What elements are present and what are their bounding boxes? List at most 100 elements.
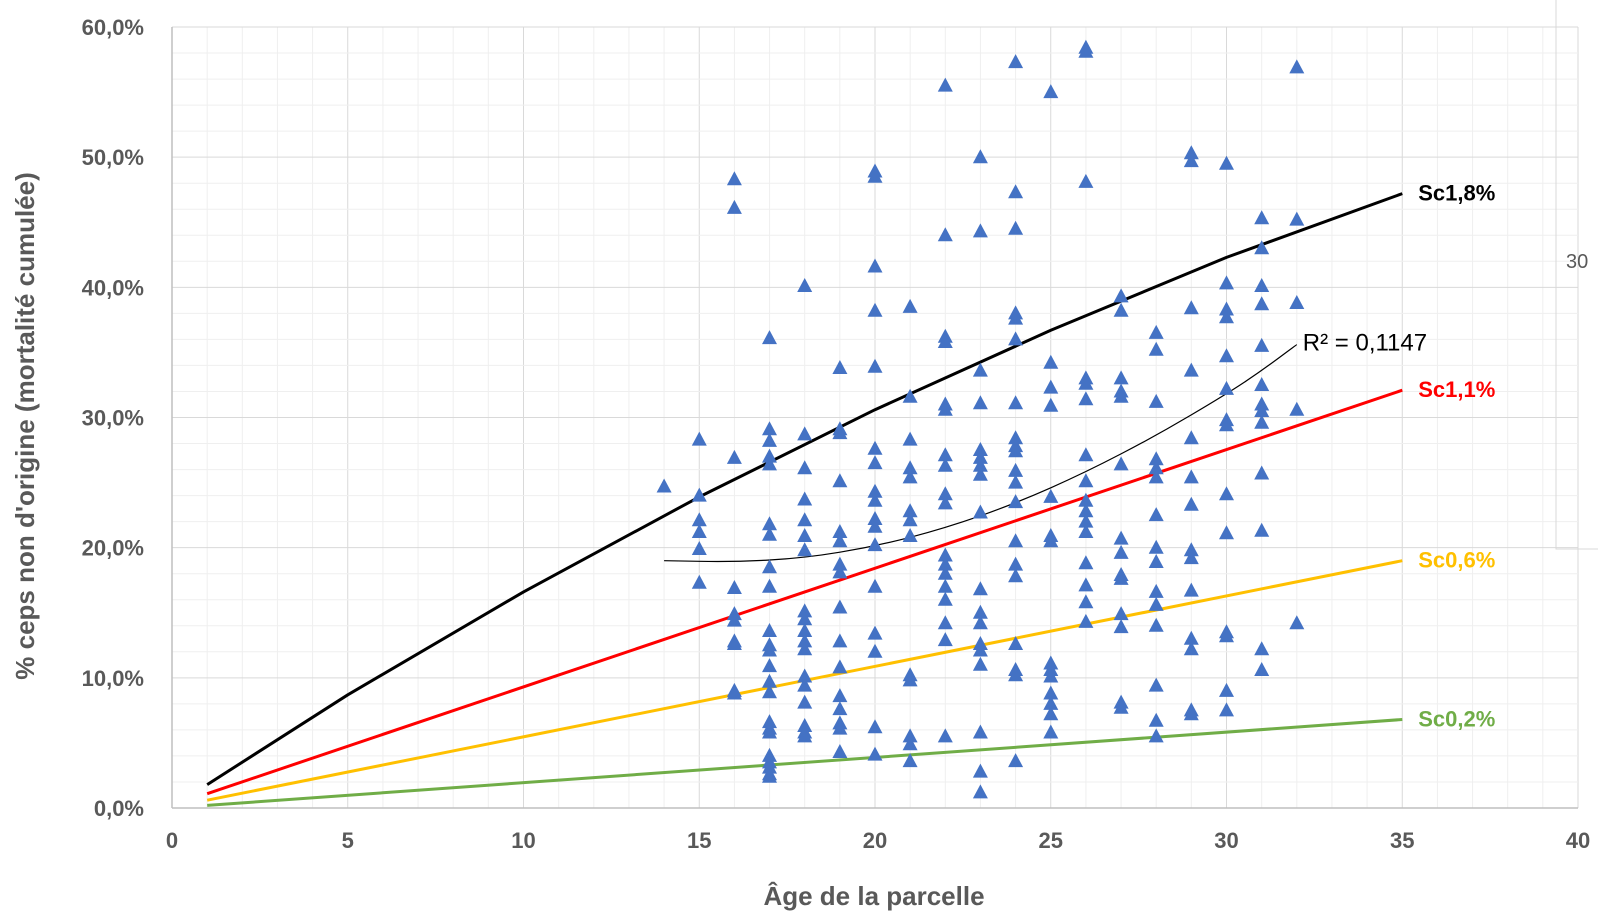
data-point — [1183, 641, 1199, 656]
data-point — [656, 478, 672, 493]
data-point — [832, 360, 848, 374]
data-point — [1008, 494, 1024, 509]
data-point — [972, 149, 988, 164]
x-tick-label: 10 — [511, 828, 535, 853]
data-point — [1148, 451, 1164, 466]
data-point — [1008, 395, 1024, 410]
data-point — [972, 604, 988, 619]
data-point — [797, 491, 813, 506]
data-point — [797, 528, 813, 542]
series-line-3 — [207, 718, 1403, 807]
data-point — [867, 440, 883, 455]
data-point — [1254, 337, 1270, 352]
data-point — [1289, 401, 1305, 416]
data-point — [1148, 554, 1164, 568]
data-point — [1183, 430, 1199, 445]
data-point — [1043, 379, 1059, 394]
data-point — [797, 542, 813, 557]
data-point — [867, 578, 883, 593]
data-point — [1254, 296, 1270, 311]
data-point — [937, 227, 953, 242]
data-point — [762, 658, 777, 673]
data-point — [972, 395, 988, 410]
data-point — [1183, 496, 1199, 511]
data-point — [867, 302, 883, 317]
data-point — [1043, 706, 1059, 721]
data-point — [1183, 362, 1199, 377]
data-point — [1254, 240, 1270, 255]
data-point — [937, 578, 953, 593]
data-point — [1148, 728, 1164, 743]
data-point — [1008, 310, 1024, 325]
data-point — [972, 656, 988, 671]
y-tick-label: 20,0% — [82, 536, 144, 561]
data-point — [1219, 628, 1234, 643]
data-point — [1043, 533, 1059, 548]
data-point — [1043, 668, 1059, 683]
data-point — [832, 659, 848, 674]
label-sc11: Sc1,1% — [1418, 377, 1495, 402]
chart-grid — [171, 26, 1579, 809]
data-point — [867, 746, 883, 761]
data-point — [1113, 456, 1129, 471]
series-labels: Sc1,8% Sc1,1% Sc0,6% Sc0,2% — [1418, 181, 1495, 732]
data-point — [902, 388, 918, 403]
data-point — [762, 330, 777, 345]
data-point — [1183, 469, 1199, 484]
data-point — [797, 728, 813, 743]
data-point — [867, 492, 883, 507]
data-point — [1183, 145, 1199, 160]
data-point — [1148, 539, 1164, 554]
data-point — [1078, 492, 1094, 507]
data-point — [937, 495, 953, 510]
data-point — [1008, 220, 1024, 235]
data-point — [867, 511, 883, 525]
y-tick-label: 10,0% — [82, 666, 144, 691]
x-tick-label: 20 — [863, 828, 887, 853]
data-point — [1219, 682, 1234, 697]
data-point — [1078, 391, 1094, 406]
data-point — [1078, 594, 1094, 609]
data-point — [762, 684, 777, 699]
data-point — [1008, 184, 1024, 199]
data-point — [1183, 706, 1199, 721]
data-point — [1008, 474, 1024, 489]
data-point — [1148, 617, 1164, 632]
data-point — [1219, 275, 1234, 290]
data-point — [832, 473, 848, 488]
data-point — [832, 599, 848, 614]
data-point — [1078, 555, 1094, 570]
data-point — [1008, 462, 1024, 477]
data-point — [762, 516, 777, 531]
data-point — [1078, 473, 1094, 488]
data-point — [762, 448, 777, 463]
data-point — [902, 431, 918, 446]
data-point — [937, 591, 953, 606]
data-point — [972, 449, 988, 464]
y-tick-label: 0,0% — [94, 796, 144, 821]
data-point — [1254, 414, 1270, 429]
data-point — [1078, 613, 1094, 628]
data-point — [832, 556, 848, 571]
data-point — [797, 633, 813, 648]
x-tick-label: 0 — [166, 828, 178, 853]
data-point — [1113, 619, 1129, 634]
data-point — [937, 77, 953, 92]
data-point — [1078, 447, 1094, 462]
data-point — [972, 642, 988, 657]
data-point — [1008, 331, 1024, 346]
series-lines — [206, 192, 1403, 807]
data-point — [1183, 582, 1199, 597]
data-point — [762, 526, 777, 541]
data-point — [1148, 393, 1164, 408]
chart-axes: 0 5 10 15 20 25 30 35 40 0,0% 10,0% 20,0% 30,0% 40,0%… — [82, 15, 1591, 853]
data-point — [1148, 596, 1164, 611]
data-point — [762, 456, 777, 471]
data-point — [902, 753, 918, 768]
data-point — [937, 334, 953, 348]
data-point — [1254, 210, 1270, 225]
x-tick-label: 5 — [342, 828, 354, 853]
trendline-curve — [664, 344, 1298, 563]
data-point — [867, 258, 883, 273]
